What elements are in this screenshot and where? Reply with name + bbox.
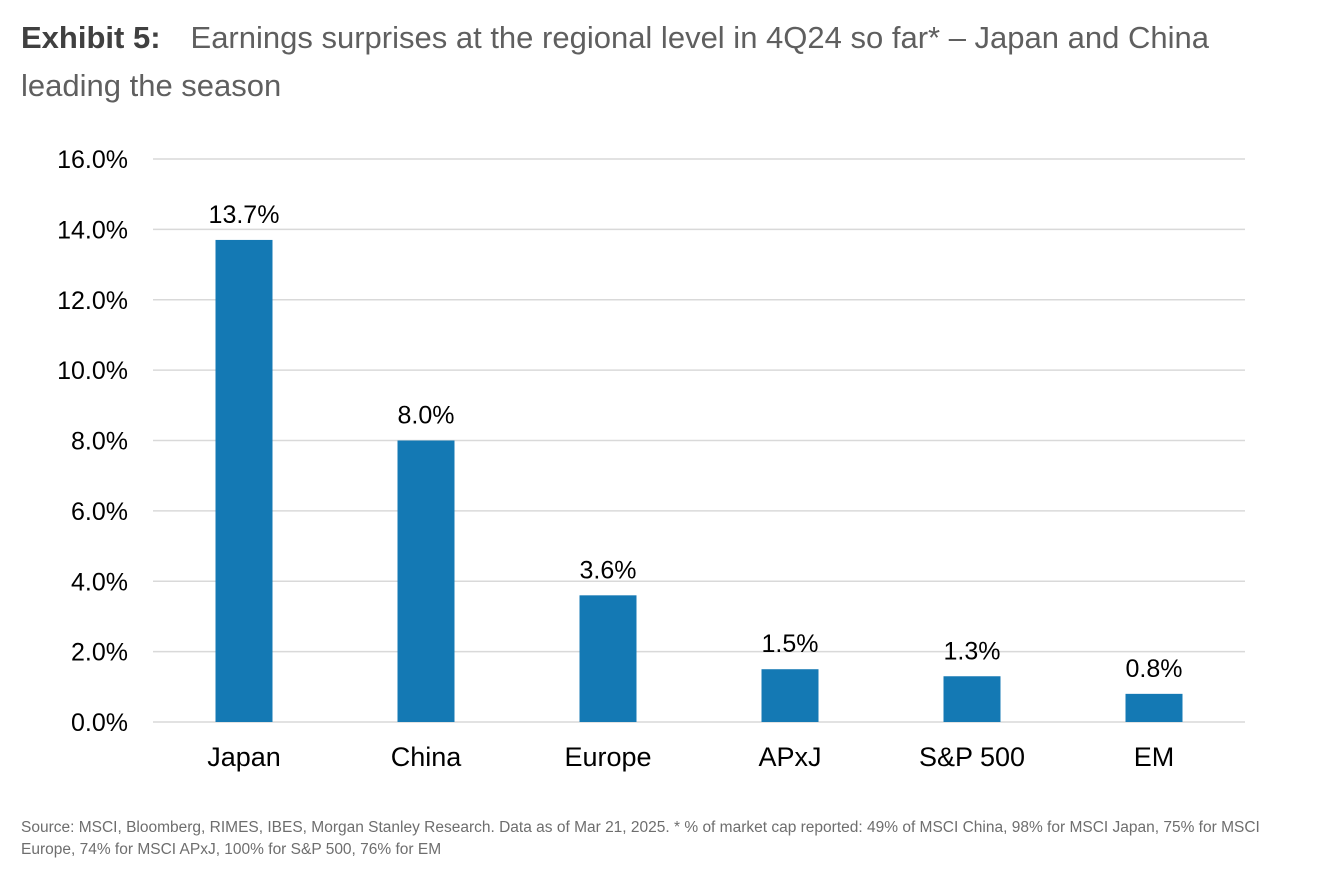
data-label: 8.0% [398,402,455,430]
source-note: Source: MSCI, Bloomberg, RIMES, IBES, Mo… [21,819,1260,858]
exhibit-label: Exhibit 5: [21,20,161,55]
bar-s-p-500 [943,676,1001,722]
data-label: 1.5% [762,630,819,658]
data-label: 1.3% [944,637,1001,665]
bar-chart: 0.0% 2.0% 4.0% 6.0% 8.0% 10.0% 12.0% 14.0% 16.0%… [57,146,1245,772]
y-tick-label: 2.0% [71,639,128,667]
bar-em [1125,693,1183,722]
y-tick-label: 4.0% [71,568,128,596]
chart-title: Earnings surprises at the regional level… [21,20,1209,103]
y-tick-label: 8.0% [71,428,128,456]
y-axis-tick-labels: 0.0% 2.0% 4.0% 6.0% 8.0% 10.0% 12.0% 14.0% 16.0% [57,146,128,737]
bar-europe [579,595,637,722]
data-label: 3.6% [580,556,637,584]
y-tick-label: 0.0% [71,709,128,737]
y-tick-label: 10.0% [57,357,128,385]
bar-china [397,440,455,722]
x-category-label: S&P 500 [919,742,1025,772]
y-tick-label: 12.0% [57,287,128,315]
x-axis-category-labels: Japan China Europe APxJ S&P 500 EM [207,742,1174,772]
x-category-label: Europe [564,742,651,772]
data-label: 13.7% [209,201,280,229]
bars [215,239,1183,722]
y-tick-label: 14.0% [57,216,128,244]
chart-title-block: Exhibit 5: Earnings surprises at the regi… [21,14,1311,110]
bar-japan [215,239,273,722]
x-category-label: Japan [207,742,281,772]
data-label: 0.8% [1126,655,1183,683]
x-category-label: APxJ [758,742,821,772]
bar-apxj [761,669,819,722]
y-tick-label: 16.0% [57,146,128,174]
gridlines [153,158,1245,723]
x-category-label: China [391,742,463,772]
x-category-label: EM [1134,742,1175,772]
data-labels: 13.7% 8.0% 3.6% 1.5% 1.3% 0.8% [209,201,1183,683]
y-tick-label: 6.0% [71,498,128,526]
